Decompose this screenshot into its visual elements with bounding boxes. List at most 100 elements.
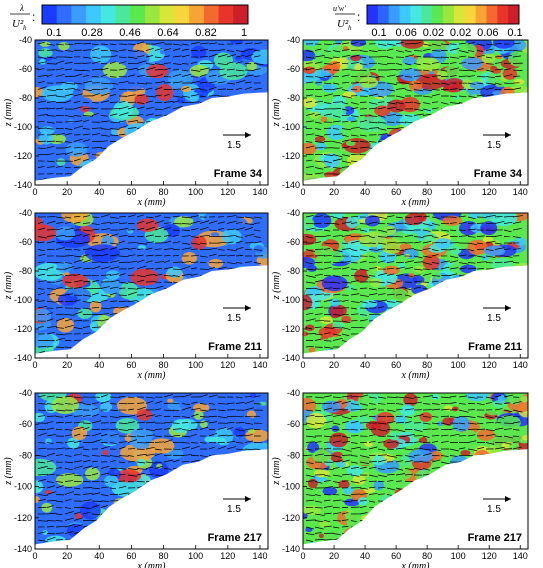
colorbar-label-colon: : — [357, 10, 360, 24]
vector-arrow — [163, 518, 172, 521]
field-blob — [312, 449, 332, 463]
vector-arrow — [208, 152, 217, 155]
vector-arrow — [217, 403, 228, 405]
vector-arrow — [163, 409, 174, 412]
vector-arrow — [172, 448, 181, 450]
vector-arrow — [154, 465, 164, 469]
vector-arrow — [314, 409, 322, 412]
vector-arrow — [512, 485, 522, 489]
field-blob — [130, 428, 154, 442]
vector-arrow — [305, 133, 315, 136]
x-tick-label: 0 — [300, 360, 305, 370]
y-tick-label: -80 — [287, 450, 300, 460]
vector-arrow — [485, 421, 494, 424]
vector-arrow — [190, 215, 199, 218]
vector-arrow — [377, 281, 385, 284]
vector-arrow — [100, 465, 110, 469]
field-blob — [303, 505, 322, 516]
vector-arrow — [91, 432, 102, 437]
x-tick-label: 60 — [391, 551, 401, 561]
field-blob — [383, 265, 400, 275]
vector-arrow — [368, 333, 379, 336]
field-blob — [372, 341, 392, 352]
field-blob — [35, 263, 64, 281]
vector-arrow — [503, 115, 511, 117]
field-blob — [220, 467, 227, 472]
vector-arrow — [431, 396, 438, 399]
vector-arrow — [190, 236, 199, 238]
vector-arrow — [485, 280, 496, 283]
vector-arrow — [476, 154, 486, 157]
vector-arrow — [55, 178, 65, 181]
vector-arrow — [82, 414, 91, 417]
vector-arrow — [314, 48, 322, 51]
vector-arrow — [118, 166, 129, 168]
field-blob — [397, 347, 412, 354]
vector-arrow — [323, 512, 332, 515]
field-blob — [121, 168, 137, 179]
vector-arrow — [305, 435, 316, 438]
vector-arrow — [145, 332, 154, 335]
field-blob — [435, 289, 451, 297]
vector-arrow — [127, 512, 136, 515]
vector-arrow — [101, 545, 110, 547]
vector-arrow — [422, 134, 431, 137]
vector-arrow — [73, 180, 84, 181]
field-blob — [472, 490, 483, 497]
field-blob — [332, 321, 345, 329]
field-blob — [204, 436, 217, 443]
vector-arrow — [82, 448, 90, 451]
vector-arrow — [332, 82, 340, 85]
vector-arrow — [386, 267, 395, 270]
vector-arrow — [458, 95, 467, 98]
vector-arrow — [467, 313, 476, 315]
vector-arrow — [449, 299, 460, 302]
vector-arrow — [136, 121, 144, 123]
vector-arrow — [404, 314, 415, 316]
vector-arrow — [82, 267, 92, 270]
vector-arrow — [73, 266, 82, 270]
vector-arrow — [154, 41, 165, 45]
vector-arrow — [314, 241, 322, 244]
vector-arrow — [467, 75, 475, 77]
vector-arrow — [449, 267, 459, 270]
vector-arrow — [100, 159, 111, 162]
vector-arrow — [323, 180, 334, 181]
vector-arrow — [440, 345, 451, 348]
vector-arrow — [305, 81, 314, 84]
vector-arrow — [55, 467, 63, 469]
vector-arrow — [359, 81, 368, 84]
vector-arrow — [404, 408, 414, 411]
vector-arrow — [440, 102, 449, 105]
vector-arrow — [136, 254, 144, 257]
field-blob — [436, 474, 456, 485]
vector-arrow — [208, 42, 218, 45]
vector-arrow — [199, 42, 209, 45]
field-blob — [162, 505, 186, 522]
vector-arrow — [314, 513, 325, 516]
vector-arrow — [190, 433, 197, 437]
vector-arrow — [253, 278, 263, 283]
field-blob — [448, 146, 466, 163]
vector-arrow — [413, 539, 424, 542]
vector-arrow — [100, 134, 110, 137]
vector-arrow — [350, 262, 358, 264]
vector-arrow — [37, 455, 47, 457]
vector-arrow — [235, 429, 246, 432]
vector-arrow — [154, 507, 164, 509]
vector-arrow — [359, 353, 368, 354]
field-blob — [485, 406, 500, 416]
vector-arrow — [476, 403, 485, 406]
vector-arrow — [422, 255, 432, 258]
vector-arrow — [136, 325, 144, 328]
vector-arrow — [503, 455, 513, 458]
vector-arrow — [37, 478, 47, 482]
vector-arrow — [305, 474, 316, 478]
field-blob — [91, 440, 104, 449]
vector-arrow — [494, 460, 502, 463]
vector-arrow — [136, 448, 145, 451]
vector-arrow — [136, 453, 147, 456]
vector-arrow — [190, 524, 201, 528]
vector-arrow — [64, 151, 74, 155]
vector-arrow — [46, 180, 57, 181]
